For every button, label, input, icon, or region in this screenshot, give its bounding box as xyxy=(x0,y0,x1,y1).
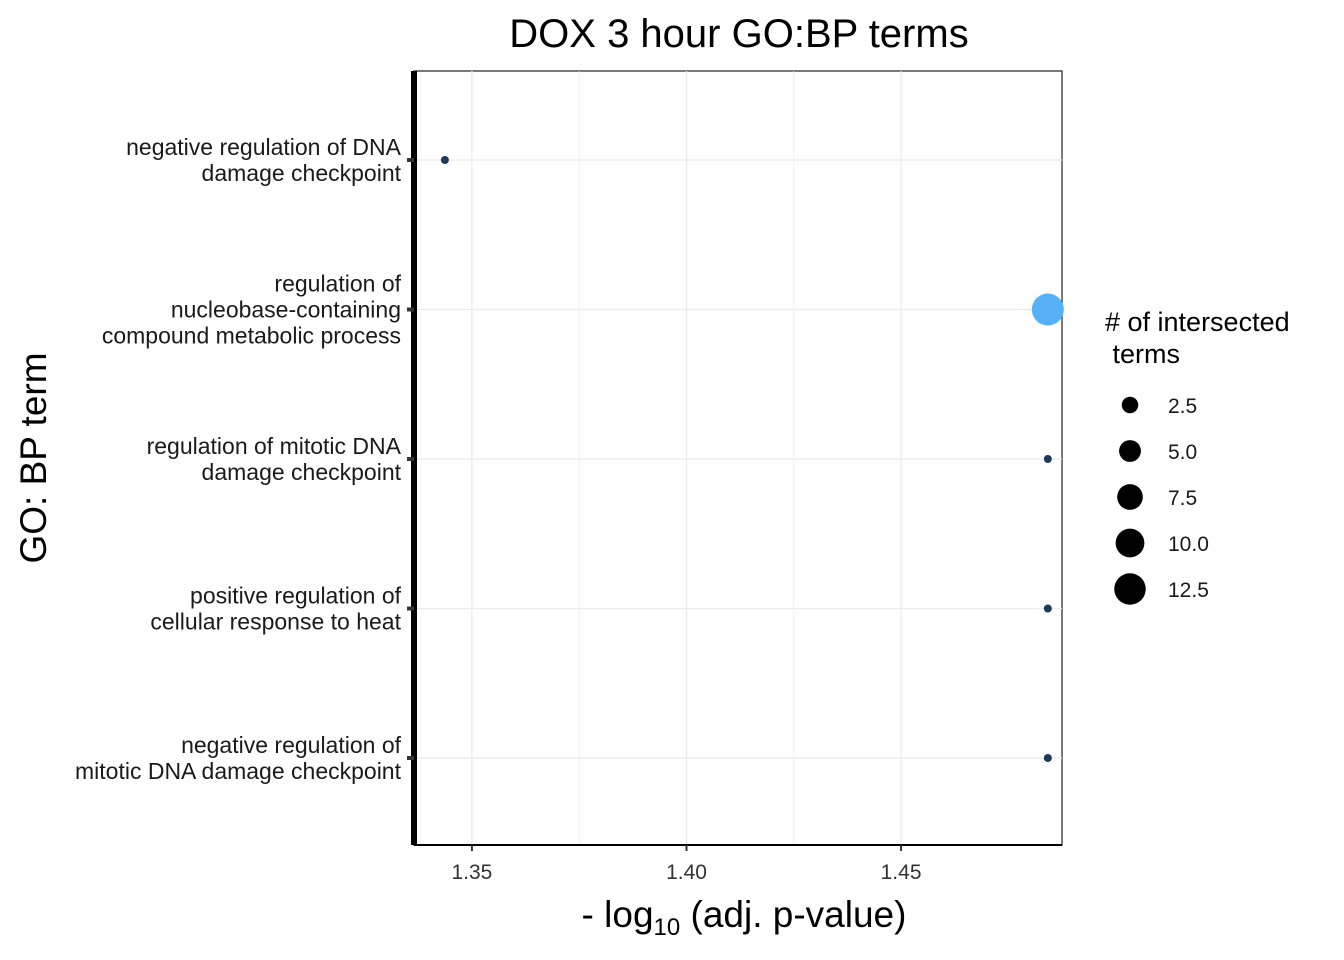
legend-title-line-1: # of intersected xyxy=(1105,307,1290,337)
legend: # of intersected terms 2.5 5.0 7.5 10.0 12.5 xyxy=(1105,307,1297,605)
data-point xyxy=(1043,754,1052,762)
legend-symbol xyxy=(1114,573,1146,605)
y-axis-categories: negative regulation of DNA damage checkpo… xyxy=(75,134,414,784)
y-axis-title: GO: BP term xyxy=(13,352,54,563)
x-axis-title-subscript: 10 xyxy=(654,914,681,941)
legend-label: 10.0 xyxy=(1168,533,1209,556)
y-category-label-line: damage checkpoint xyxy=(202,160,402,186)
legend-symbol xyxy=(1119,440,1141,462)
y-category-label-line: mitotic DNA damage checkpoint xyxy=(75,758,402,784)
legend-label: 5.0 xyxy=(1168,441,1197,464)
x-axis-ticks: 1.35 1.40 1.45 xyxy=(451,845,922,884)
panel-border xyxy=(413,70,1063,846)
data-point xyxy=(1031,293,1064,326)
x-tick-label: 1.45 xyxy=(881,861,922,884)
x-axis-title: - log10 (adj. p-value) xyxy=(582,894,907,941)
y-category-label-line: negative regulation of xyxy=(181,732,402,758)
legend-label: 2.5 xyxy=(1168,395,1197,418)
x-tick-label: 1.40 xyxy=(666,861,707,884)
data-point xyxy=(440,156,449,164)
y-category-label-line: compound metabolic process xyxy=(102,323,401,349)
points xyxy=(440,156,1064,762)
y-category-label: regulation of nucleobase-containing compou… xyxy=(102,271,402,349)
legend-symbol xyxy=(1121,396,1139,414)
x-axis-title-suffix: (adj. p-value) xyxy=(680,894,906,935)
y-category-label-line: cellular response to heat xyxy=(150,609,401,635)
x-tick-label: 1.35 xyxy=(451,861,492,884)
legend-title-line-2: terms xyxy=(1105,339,1180,369)
y-category-label-line: negative regulation of DNA xyxy=(126,134,402,160)
grid xyxy=(414,71,1062,845)
x-axis-title-prefix: - log xyxy=(582,894,654,935)
y-category-label: negative regulation of DNA damage checkpo… xyxy=(126,134,402,186)
legend-label: 12.5 xyxy=(1168,579,1209,602)
legend-symbol xyxy=(1117,484,1143,510)
y-category-label: regulation of mitotic DNA damage checkpoi… xyxy=(147,433,402,485)
y-category-label: positive regulation of cellular response … xyxy=(150,583,401,635)
chart-title: DOX 3 hour GO:BP terms xyxy=(509,12,968,56)
legend-symbol xyxy=(1115,528,1145,558)
legend-label: 7.5 xyxy=(1168,487,1197,510)
y-category-label-line: regulation of xyxy=(274,271,401,297)
plot-area xyxy=(411,70,1064,846)
legend-entries: 2.5 5.0 7.5 10.0 12.5 xyxy=(1114,395,1209,605)
y-category-label-line: damage checkpoint xyxy=(202,459,402,485)
data-point xyxy=(1043,455,1052,463)
y-category-label-line: regulation of mitotic DNA xyxy=(147,433,402,459)
y-category-label-line: nucleobase-containing xyxy=(171,297,401,323)
data-point xyxy=(1043,604,1052,613)
y-category-label: negative regulation of mitotic DNA damage… xyxy=(75,732,402,784)
y-category-label-line: positive regulation of xyxy=(190,583,402,609)
legend-title: # of intersected terms xyxy=(1105,307,1297,369)
